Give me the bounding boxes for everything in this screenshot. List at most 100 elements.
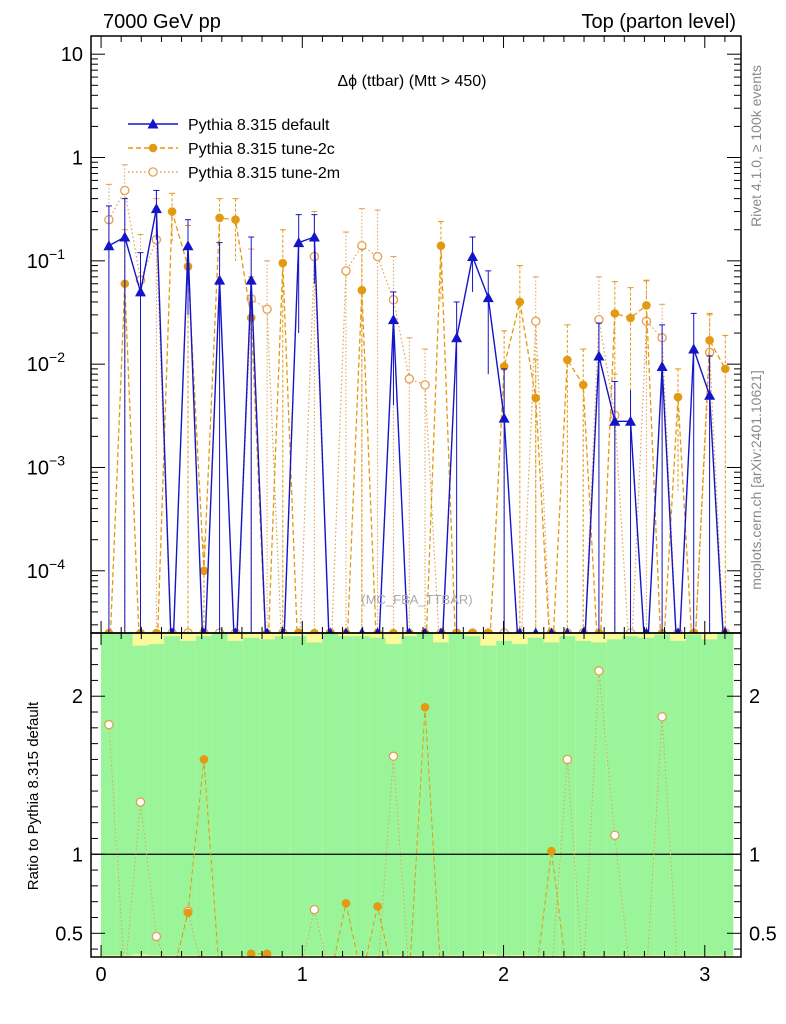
point-default-floor [674,627,682,633]
legend-marker [147,118,159,129]
band-green [195,636,212,956]
band-green [717,633,734,956]
x-tick-label: 2 [498,964,509,986]
point-tune2m [372,251,383,262]
ratio-point-tune2m [657,712,667,722]
band-green [180,640,196,956]
legend-item-default: Pythia 8.315 default [128,117,330,134]
point-default [103,240,115,251]
ratio-point-tune2c [341,898,351,908]
ratio-point-tune2m [309,904,320,915]
point-default [593,350,605,361]
band-green [417,633,434,956]
axis-ticks: 0 1 2 3 10−4 10−3 10−2 10−1 1 10 0.5 0.5 1 1 2 2 [27,36,777,986]
y-tick-label: 10−4 [27,556,65,583]
band-green [274,636,291,956]
x-tick-label: 0 [95,964,106,986]
point-tune2m [262,304,272,314]
point-tune2c [436,241,446,251]
point-default [656,360,668,371]
ratio-point-tune2m [151,931,162,942]
point-tune2c-floor [389,628,398,633]
ratio-point-tune2c [262,949,272,957]
point-tune2m [594,314,604,325]
ratio-point-tune2m [388,751,399,762]
ratio-ylabel: Ratio to Pythia 8.315 default [25,701,42,890]
point-default-floor [358,627,365,633]
point-default [498,412,510,423]
band-green [338,636,354,956]
series-line-tune2c [109,211,726,633]
point-tune2c-floor [294,628,303,633]
band-green [670,640,686,956]
band-green [606,639,623,956]
y-tick-label: 1 [72,148,83,170]
point-tune2m [530,316,541,327]
point-default-floor [232,627,239,633]
point-tune2c [231,215,240,225]
band-green [290,636,307,956]
band-green [527,637,544,956]
ratio-y-tick-label: 1 [72,844,83,866]
band-green [306,642,323,956]
rivet-label: Rivet 4.1.0, ≥ 100k events [748,65,764,227]
point-tune2c [721,364,730,374]
point-default [609,415,621,426]
mcplots-label: mcplots.cern.ch [arXiv:2401.10621] [748,370,764,589]
point-default-floor [548,627,555,633]
point-tune2c-floor [152,628,161,633]
ratio-y-tick-label-right: 1 [749,844,760,866]
point-tune2c [673,392,683,402]
band-green [385,644,402,956]
ratio-point-tune2m [562,754,573,765]
legend-item-tune2c: Pythia 8.315 tune-2c [128,141,335,158]
point-default [625,415,637,426]
point-default [293,237,305,248]
point-tune2c-floor [468,628,477,633]
point-default-floor [437,627,444,633]
point-default [387,314,399,325]
band-green [211,633,228,956]
point-tune2c [642,301,651,310]
band-green [116,633,133,956]
band-green [433,642,449,956]
y-tick-label: 10 [61,44,83,66]
x-tick-label: 1 [297,964,308,986]
band-green [590,642,607,956]
point-tune2c [578,380,588,390]
band-green [622,636,639,956]
point-default [214,274,226,285]
point-tune2m [341,266,351,276]
point-default [451,332,463,343]
ratio-point-tune2c [199,755,209,764]
ratio-point-tune2c [373,902,382,911]
point-tune2c [563,355,572,365]
band-green [685,634,702,956]
point-default [482,292,494,303]
point-tune2m [120,185,130,196]
legend-item-tune2m: Pythia 8.315 tune-2m [128,165,340,182]
point-default-floor [279,627,286,633]
point-tune2c [531,393,541,403]
header-right: Top (parton level) [581,11,736,33]
ratio-point-tune2c [547,846,556,856]
band-green [227,640,244,956]
series-default [103,189,729,633]
point-tune2c-floor [310,628,319,633]
axis-frames [90,35,742,958]
point-tune2m [404,374,415,384]
point-default-floor [327,627,334,633]
point-default-floor [342,627,349,633]
y-tick-label: 10−2 [27,349,65,376]
main-series-group [103,164,731,633]
point-default-floor [406,627,413,633]
chart-title: Δϕ (ttbar) (Mtt > 450) [337,73,486,90]
ratio-frame [90,632,742,958]
point-default-floor [264,627,271,633]
point-tune2c [515,297,525,307]
watermark: (MC_FBA_TTBAR) [361,592,472,607]
band-green [322,633,339,956]
point-default [467,251,479,262]
point-tune2c [215,213,224,223]
